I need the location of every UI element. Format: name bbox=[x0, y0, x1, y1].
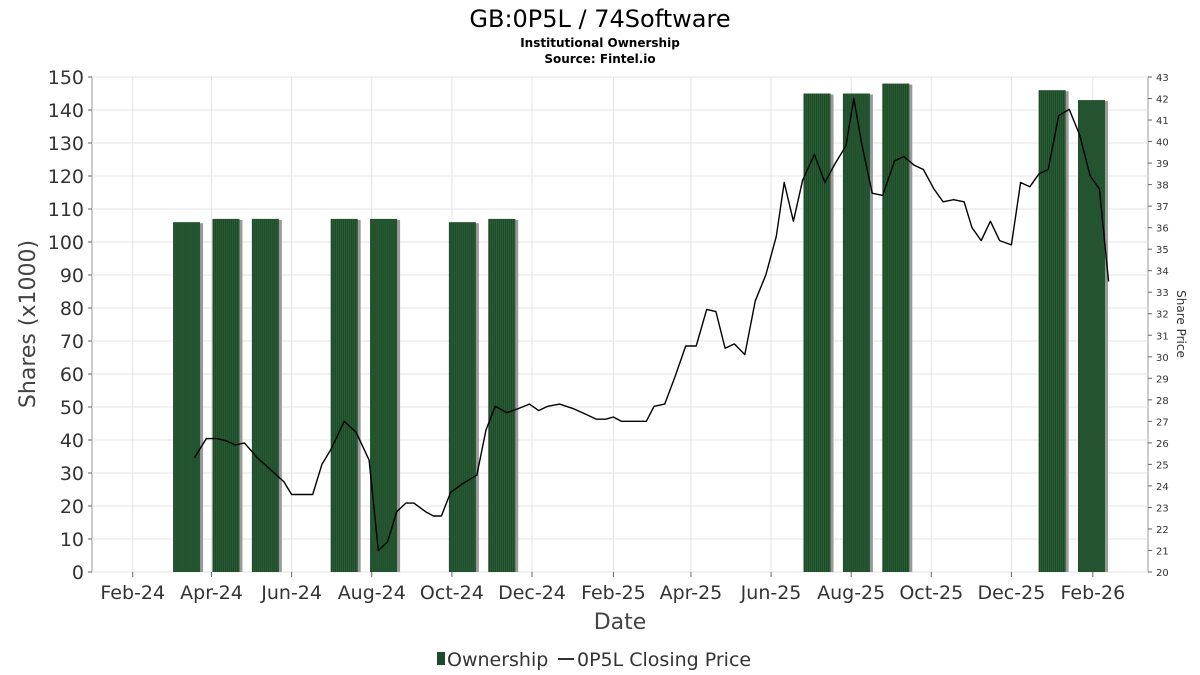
y-axis-label: Shares (x1000) bbox=[16, 240, 41, 408]
ownership-bar bbox=[173, 222, 204, 572]
y-tick-label: 40 bbox=[60, 430, 84, 452]
y-tick-label: 50 bbox=[60, 397, 84, 419]
y-tick-label: 20 bbox=[60, 496, 84, 518]
legend-swatch-ownership bbox=[437, 652, 445, 665]
y-tick-label: 120 bbox=[48, 166, 84, 188]
y2-tick-label: 27 bbox=[1156, 417, 1169, 428]
y-tick-label: 0 bbox=[72, 562, 84, 584]
y2-tick-label: 33 bbox=[1156, 288, 1169, 299]
ownership-bar bbox=[488, 218, 519, 572]
y2-tick-label: 28 bbox=[1156, 396, 1169, 407]
y2-tick-label: 38 bbox=[1156, 181, 1169, 192]
y2-tick-label: 41 bbox=[1156, 116, 1169, 127]
x-tick-label: Jun-24 bbox=[260, 582, 322, 604]
y2-tick-label: 22 bbox=[1156, 525, 1169, 536]
y2-tick-label: 35 bbox=[1156, 245, 1169, 256]
x-tick-label: Apr-25 bbox=[660, 582, 723, 604]
x-tick-label: Feb-25 bbox=[581, 582, 646, 604]
x-tick-label: Jun-25 bbox=[740, 582, 802, 604]
y-tick-label: 130 bbox=[48, 133, 84, 155]
y-tick-label: 60 bbox=[60, 364, 84, 386]
y2-tick-label: 30 bbox=[1156, 353, 1169, 364]
y2-tick-label: 43 bbox=[1156, 73, 1169, 84]
ownership-bar bbox=[448, 222, 479, 572]
y2-tick-label: 29 bbox=[1156, 374, 1169, 385]
y2-tick-label: 24 bbox=[1156, 482, 1169, 493]
ownership-bar bbox=[330, 218, 361, 572]
ownership-bar bbox=[212, 218, 243, 572]
y2-tick-label: 25 bbox=[1156, 460, 1169, 471]
y2-tick-label: 34 bbox=[1156, 267, 1169, 278]
x-axis-label: Date bbox=[594, 610, 647, 635]
plot-area bbox=[91, 76, 1149, 573]
y2-axis-label: Share Price bbox=[1174, 290, 1188, 358]
y2-tick-label: 23 bbox=[1156, 503, 1169, 514]
x-tick-label: Oct-24 bbox=[420, 582, 484, 604]
x-tick-label: Feb-26 bbox=[1060, 582, 1125, 604]
y-tick-label: 80 bbox=[60, 298, 84, 320]
chart-title: GB:0P5L / 74Software bbox=[469, 5, 730, 33]
x-tick-label: Oct-25 bbox=[899, 582, 963, 604]
legend-label-price: 0P5L Closing Price bbox=[577, 649, 751, 671]
x-tick-label: Aug-24 bbox=[338, 582, 406, 604]
ownership-bar bbox=[882, 83, 913, 572]
y-tick-label: 100 bbox=[48, 232, 84, 254]
y2-tick-label: 42 bbox=[1156, 95, 1169, 106]
ownership-bar bbox=[1038, 90, 1069, 572]
y2-tick-label: 36 bbox=[1156, 224, 1169, 235]
y2-axis-ticks: 20 21 22 23 24 25 26 27 28 29 30 31 32 33 34 35 36 37 38 39… bbox=[1148, 73, 1169, 579]
x-tick-label: Dec-24 bbox=[498, 582, 566, 604]
x-tick-label: Dec-25 bbox=[977, 582, 1045, 604]
legend-label-ownership: Ownership bbox=[447, 649, 548, 671]
y-tick-label: 110 bbox=[48, 199, 84, 221]
y2-tick-label: 37 bbox=[1156, 202, 1169, 213]
y-tick-label: 70 bbox=[60, 331, 84, 353]
y2-tick-label: 40 bbox=[1156, 138, 1169, 149]
y2-tick-label: 31 bbox=[1156, 331, 1169, 342]
ownership-bar bbox=[1078, 100, 1109, 572]
x-tick-label: Aug-25 bbox=[817, 582, 885, 604]
y2-tick-label: 32 bbox=[1156, 310, 1169, 321]
x-tick-label: Feb-24 bbox=[100, 582, 165, 604]
ownership-bar bbox=[803, 93, 834, 572]
y2-tick-label: 20 bbox=[1156, 568, 1169, 579]
x-tick-label: Apr-24 bbox=[180, 582, 243, 604]
chart-subtitle-line-2: Source: Fintel.io bbox=[544, 52, 655, 66]
legend: Ownership 0P5L Closing Price bbox=[437, 649, 751, 671]
y-tick-label: 140 bbox=[48, 100, 84, 122]
y-tick-label: 10 bbox=[60, 529, 84, 551]
ownership-bar bbox=[251, 218, 282, 572]
y2-tick-label: 26 bbox=[1156, 439, 1169, 450]
chart-subtitle-line-1: Institutional Ownership bbox=[520, 36, 680, 50]
price-line bbox=[193, 97, 1110, 552]
x-axis-ticks: Feb-24 Apr-24 Jun-24 Aug-24 Oct-24 Dec-24 Feb-… bbox=[100, 572, 1125, 604]
y2-tick-label: 39 bbox=[1156, 159, 1169, 170]
y-tick-label: 90 bbox=[60, 265, 84, 287]
y-tick-label: 30 bbox=[60, 463, 84, 485]
y-axis-ticks: 0 10 20 30 40 50 60 70 80 90 100 110 120 130 140 150 bbox=[48, 67, 92, 584]
y2-tick-label: 21 bbox=[1156, 546, 1169, 557]
ownership-bar bbox=[842, 93, 873, 572]
ownership-bars bbox=[173, 83, 1109, 572]
y-tick-label: 150 bbox=[48, 67, 84, 89]
